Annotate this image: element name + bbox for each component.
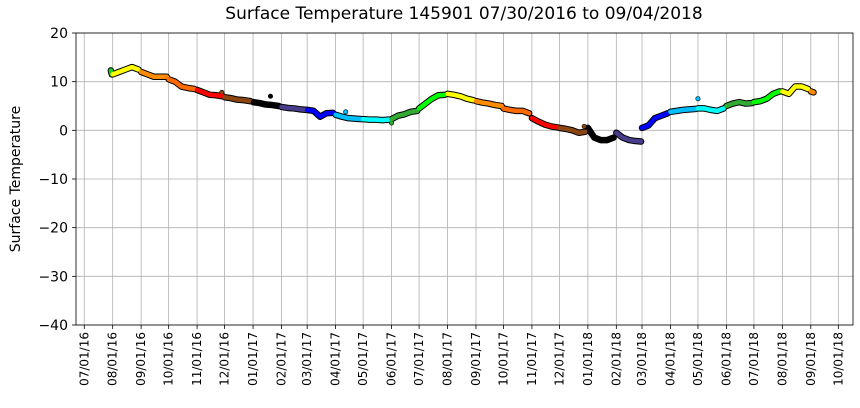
series-line	[668, 106, 699, 115]
series-line	[808, 89, 816, 95]
series-line	[614, 130, 644, 144]
x-tick-label: 10/01/17	[496, 332, 510, 386]
x-tick-label: 07/01/16	[77, 332, 91, 386]
x-tick-label: 08/01/18	[775, 332, 789, 386]
x-tick-label: 08/01/17	[441, 332, 455, 386]
series-line	[194, 87, 226, 99]
x-tick-label: 03/01/17	[300, 332, 314, 386]
series-line	[557, 125, 588, 136]
plot-frame	[75, 32, 854, 326]
series-line	[360, 116, 392, 123]
x-tick-label: 12/01/17	[552, 332, 566, 386]
x-tick-label: 11/01/17	[525, 332, 539, 386]
y-tick-label: −20	[38, 221, 68, 237]
x-tick-label: 04/01/18	[663, 332, 677, 386]
x-tick-label: 05/01/18	[691, 332, 705, 386]
x-tick-label: 01/01/17	[246, 332, 260, 386]
series-line	[473, 98, 504, 109]
series-line	[250, 99, 281, 109]
x-tick-label: 02/01/18	[609, 332, 623, 386]
y-tick-label: −10	[38, 172, 68, 188]
series-line	[304, 107, 336, 119]
chart-title: Surface Temperature 145901 07/30/2016 to…	[225, 4, 702, 24]
series-line	[529, 115, 560, 130]
x-tick-label: 10/01/18	[831, 332, 845, 386]
x-tick-label: 03/01/18	[635, 332, 649, 386]
series-line	[166, 76, 197, 92]
series-line	[695, 106, 726, 114]
series-line	[724, 99, 755, 109]
y-tick-label: 10	[50, 75, 68, 91]
x-tick-label: 08/01/16	[106, 332, 120, 386]
x-tick-label: 01/01/18	[581, 332, 595, 386]
outlier-point	[695, 96, 701, 102]
y-axis-label: Surface Temperature	[8, 106, 24, 252]
x-tick-label: 11/01/16	[190, 332, 204, 386]
grid	[76, 32, 853, 326]
plot-marks	[107, 63, 817, 145]
axes: 07/01/16 08/01/16 09/01/16 10/01/16 11/01/16…	[38, 26, 854, 386]
series-line	[333, 112, 364, 122]
series-line	[389, 108, 420, 122]
x-tick-label: 05/01/17	[356, 332, 370, 386]
x-tick-label: 09/01/17	[469, 332, 483, 386]
x-tick-label: 09/01/18	[804, 332, 818, 386]
series-line	[780, 84, 811, 97]
outlier-point	[343, 109, 349, 115]
x-tick-label: 09/01/16	[134, 332, 148, 386]
series-line	[138, 69, 170, 80]
series-line	[110, 64, 141, 77]
y-tick-label: 20	[50, 26, 68, 42]
series-line	[445, 91, 476, 103]
x-tick-label: 12/01/16	[218, 332, 232, 386]
y-tick-label: −30	[38, 269, 68, 285]
series-line	[501, 106, 532, 116]
series-line	[751, 89, 782, 105]
x-tick-label: 04/01/17	[329, 332, 343, 386]
outlier-point	[267, 93, 273, 99]
x-tick-label: 06/01/18	[719, 332, 733, 386]
x-tick-label: 07/01/17	[412, 332, 426, 386]
series-line	[222, 94, 253, 104]
x-tick-label: 02/01/17	[274, 332, 288, 386]
y-tick-label: −40	[38, 318, 68, 334]
x-tick-label: 10/01/16	[162, 332, 176, 386]
series-line	[416, 92, 448, 111]
x-tick-label: 07/01/18	[747, 332, 761, 386]
series-line	[639, 111, 670, 131]
x-tick-label: 06/01/17	[385, 332, 399, 386]
y-tick-label: 0	[59, 123, 68, 139]
series-line	[279, 104, 309, 113]
series-line	[585, 125, 616, 143]
